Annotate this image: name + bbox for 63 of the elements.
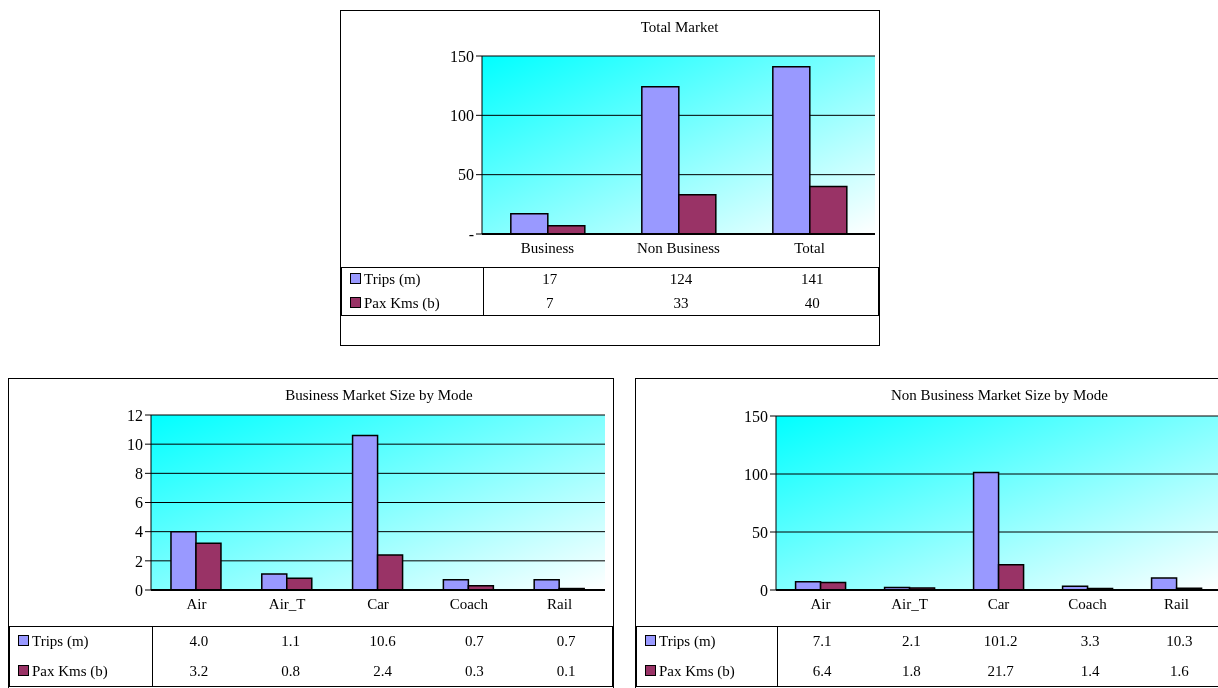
- x-tick-label: Rail: [547, 595, 573, 612]
- y-tick-label: 4: [135, 523, 143, 541]
- legend-label: Trips (m): [659, 633, 716, 650]
- y-tick-label: 150: [450, 47, 474, 65]
- data-label: 1.4: [1045, 656, 1135, 687]
- x-tick-label: Coach: [1068, 595, 1108, 612]
- y-tick-label: 8: [135, 465, 143, 483]
- x-tick-label: Non Business: [637, 239, 721, 256]
- data-label: 124: [615, 267, 747, 292]
- data-label: 3.3: [1045, 626, 1135, 657]
- y-tick-label: 10: [127, 435, 143, 453]
- data-label: 1.6: [1134, 656, 1218, 687]
- legend-label: Trips (m): [32, 633, 89, 650]
- text: 0.1: [556, 662, 576, 679]
- y-tick-label: 2: [135, 552, 143, 570]
- data-label: 1.8: [866, 656, 956, 687]
- data-label: 7.1: [777, 626, 867, 657]
- data-label: 6.4: [777, 656, 867, 687]
- y-tick-label: 0: [760, 581, 768, 599]
- x-tick-label: Total: [794, 239, 825, 256]
- y-tick-label: 100: [450, 107, 474, 125]
- x-tick-label: Air: [810, 595, 831, 612]
- legend-label: Pax Kms (b): [364, 294, 440, 311]
- x-tick-label: Rail: [1164, 595, 1189, 612]
- text: 0.7: [464, 633, 484, 650]
- y-tick-label: 50: [752, 523, 768, 541]
- y-tick-label: 0: [135, 581, 143, 599]
- legend-label: Pax Kms (b): [32, 662, 108, 679]
- chart-title: Business Market Size by Mode: [284, 387, 474, 404]
- x-tick-label: Business: [520, 239, 575, 256]
- legend-label: Pax Kms (b): [659, 662, 735, 679]
- x-tick-label: Coach: [449, 595, 489, 612]
- chart-title: Total Market: [639, 19, 720, 36]
- x-tick-label: Air_T: [891, 595, 928, 612]
- y-tick-label: 6: [135, 494, 143, 512]
- text: 4.0: [189, 633, 209, 650]
- data-label: 2.1: [866, 626, 956, 657]
- data-label: 17: [483, 267, 616, 292]
- y-tick-label: 50: [458, 166, 474, 184]
- x-tick-label: Air_T: [268, 595, 306, 612]
- text: 10.6: [369, 633, 396, 650]
- text: 0.7: [556, 633, 576, 650]
- data-label: 21.7: [955, 656, 1046, 687]
- y-tick-label: 12: [127, 406, 143, 424]
- text: 0.8: [281, 662, 301, 679]
- text: 1.1: [281, 633, 301, 650]
- data-label: 141: [746, 267, 879, 292]
- data-label: 101.2: [955, 626, 1046, 657]
- x-tick-label: Car: [367, 595, 389, 612]
- text: 3.2: [189, 662, 209, 679]
- data-label: 40: [746, 291, 879, 316]
- text: 2.4: [373, 662, 392, 679]
- chart-title: Non Business Market Size by Mode: [889, 387, 1110, 404]
- y-tick-label: -: [468, 225, 474, 243]
- data-label: 10.3: [1134, 626, 1218, 657]
- y-tick-label: 150: [744, 407, 768, 425]
- x-tick-label: Car: [987, 595, 1010, 612]
- text: 0.3: [464, 662, 484, 679]
- x-tick-label: Air: [186, 595, 207, 612]
- legend-label: Trips (m): [364, 271, 421, 288]
- y-tick-label: 100: [744, 465, 768, 483]
- data-label: 7: [483, 291, 616, 316]
- data-label: 33: [615, 291, 747, 316]
